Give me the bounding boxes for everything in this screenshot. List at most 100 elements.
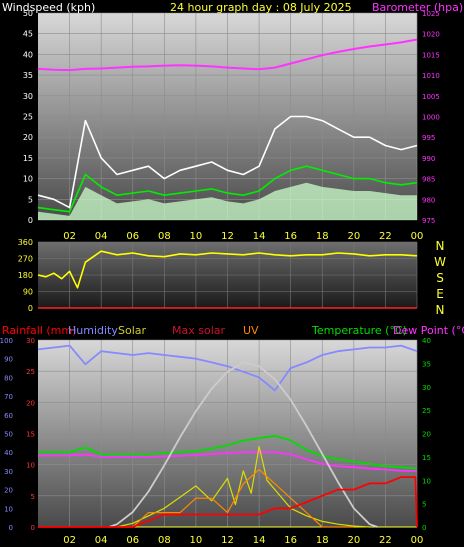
x-tick-label-top: 00 (411, 231, 424, 242)
legend-item: Temperature (°C) (311, 324, 407, 337)
x-tick-label-top: 20 (347, 231, 360, 242)
x-tick-label-bottom: 14 (253, 535, 266, 546)
rain-tick-label: 25 (26, 368, 35, 376)
compass-letter: W (434, 255, 446, 269)
wind-tick-label: 30 (23, 92, 33, 101)
x-tick-label-bottom: 08 (158, 535, 171, 546)
rain-tick-label: 10 (26, 462, 35, 470)
barometer-tick-label: 1005 (422, 93, 440, 101)
x-tick-label-bottom: 16 (284, 535, 297, 546)
wind-tick-label: 10 (23, 175, 33, 184)
x-tick-label-top: 02 (63, 231, 76, 242)
barometer-tick-label: 1010 (422, 72, 440, 80)
climate-series-solar (116, 446, 370, 528)
temperature-tick-label: 20 (422, 431, 431, 439)
wind-axis-title: Windspeed (kph) (2, 1, 95, 14)
wind-tick-label: 40 (23, 50, 33, 59)
x-tick-label-top: 16 (284, 231, 297, 242)
legend-item: Rainfall (mm) (2, 324, 76, 337)
temperature-tick-label: 25 (422, 407, 431, 415)
direction-tick-label: 270 (18, 255, 33, 264)
x-tick-label-top: 10 (190, 231, 203, 242)
temperature-tick-label: 35 (422, 360, 431, 368)
climate-series-temperature-c- (38, 434, 418, 470)
humidity-tick-label: 100 (0, 337, 13, 345)
barometer-tick-label: 985 (422, 176, 435, 184)
temperature-tick-label: 40 (422, 337, 431, 345)
barometer-tick-label: 990 (422, 155, 435, 163)
chart-title: 24 hour graph day : 08 July 2025 (170, 1, 352, 14)
legend-item: Solar (118, 324, 147, 337)
temperature-tick-label: 5 (422, 501, 426, 509)
x-tick-label-bottom: 00 (411, 535, 424, 546)
direction-tick-label: 0 (28, 304, 33, 313)
barometer-tick-label: 1015 (422, 51, 440, 59)
x-tick-label-bottom: 20 (347, 535, 360, 546)
wind-tick-label: 0 (28, 216, 33, 225)
compass-letter: E (436, 287, 444, 301)
climate-series-dew-point-c- (38, 451, 417, 472)
legend-item: Dew Point (°C) (393, 324, 464, 337)
humidity-tick-label: 60 (4, 412, 13, 420)
barometer-tick-label: 980 (422, 196, 435, 204)
humidity-tick-label: 50 (4, 431, 13, 439)
humidity-tick-label: 90 (4, 356, 13, 364)
x-tick-label-bottom: 18 (316, 535, 329, 546)
humidity-tick-label: 80 (4, 374, 13, 382)
x-tick-label-bottom: 12 (221, 535, 234, 546)
compass-letter: N (436, 239, 445, 253)
temperature-tick-label: 15 (422, 454, 431, 462)
x-tick-label-top: 18 (316, 231, 329, 242)
direction-tick-label: 90 (23, 288, 33, 297)
series-layer (37, 38, 418, 528)
x-tick-label-bottom: 04 (95, 535, 108, 546)
barometer-tick-label: 995 (422, 134, 435, 142)
wind-tick-label: 50 (23, 9, 33, 18)
wind-tick-label: 20 (23, 133, 33, 142)
rain-tick-label: 0 (31, 524, 35, 532)
rain-tick-label: 20 (26, 399, 35, 407)
humidity-tick-label: 20 (4, 487, 13, 495)
wind-speed-area (38, 182, 417, 220)
wind-tick-label: 15 (23, 154, 33, 163)
humidity-tick-label: 0 (9, 524, 13, 532)
x-tick-label-top: 12 (221, 231, 234, 242)
compass-letter: N (436, 303, 445, 317)
gust-series-line (37, 115, 418, 209)
humidity-tick-label: 10 (4, 505, 13, 513)
barometer-tick-label: 975 (422, 217, 435, 225)
barometer-axis-title: Barometer (hpa) (372, 1, 463, 14)
barometer-tick-label: 1000 (422, 114, 440, 122)
climate-series-humidity (37, 344, 418, 392)
climate-series-max-solar (108, 361, 378, 528)
temperature-tick-label: 10 (422, 477, 431, 485)
x-tick-label-top: 14 (253, 231, 266, 242)
x-tick-label-top: 08 (158, 231, 171, 242)
barometer-series-line (37, 38, 418, 72)
wind-tick-label: 35 (23, 71, 33, 80)
wind-tick-label: 5 (28, 195, 33, 204)
climate-series-uv (117, 468, 354, 528)
humidity-tick-label: 40 (4, 449, 13, 457)
x-tick-label-top: 22 (379, 231, 392, 242)
x-tick-label-bottom: 02 (63, 535, 76, 546)
temperature-tick-label: 30 (422, 384, 431, 392)
legend-item: UV (243, 324, 259, 337)
wind-direction-series-line (37, 250, 418, 289)
barometer-tick-label: 1025 (422, 10, 440, 18)
x-tick-label-top: 06 (126, 231, 139, 242)
axis-labels: 0510152025303540455097598098599099510001… (0, 9, 440, 546)
x-tick-label-bottom: 06 (126, 535, 139, 546)
legend: Rainfall (mm)Humidity Solar Max solar UV Tem… (2, 324, 464, 337)
rain-tick-label: 15 (26, 431, 35, 439)
humidity-tick-label: 30 (4, 468, 13, 476)
wind-tick-label: 45 (23, 30, 33, 39)
x-tick-label-top: 04 (95, 231, 108, 242)
x-tick-label-bottom: 22 (379, 535, 392, 546)
rain-tick-label: 5 (31, 493, 35, 501)
wind-average-series-line (37, 165, 418, 213)
legend-item: Humidity (68, 324, 118, 337)
barometer-tick-label: 1020 (422, 31, 440, 39)
